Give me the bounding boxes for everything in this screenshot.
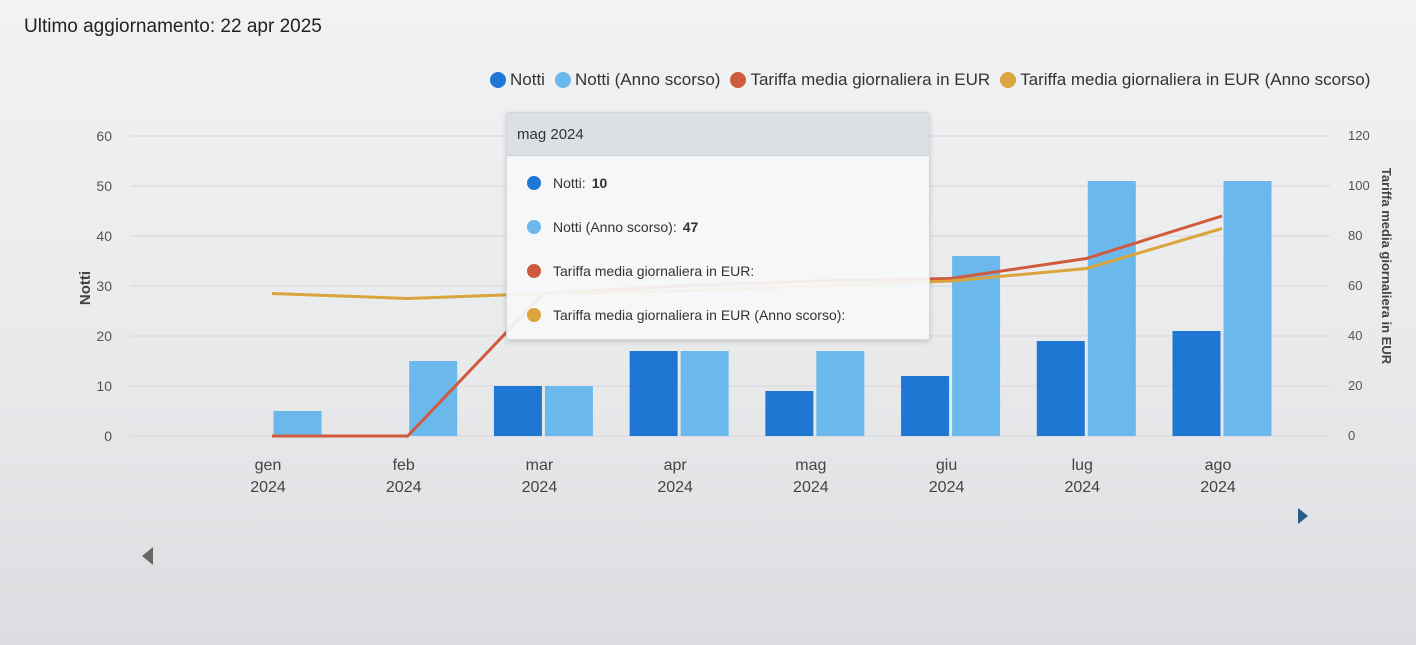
y-left-tick-label: 40 xyxy=(96,228,112,244)
y-left-tick-label: 20 xyxy=(96,328,112,344)
tooltip-dot-icon xyxy=(527,176,541,190)
scroll-left-arrow-icon[interactable] xyxy=(142,547,153,565)
x-tick-label-month: mar xyxy=(526,457,554,474)
tooltip-row-notti-anno-scorso: Notti (Anno scorso): 47 xyxy=(527,219,698,235)
tooltip-title: mag 2024 xyxy=(507,113,929,156)
x-tick-label-month: giu xyxy=(936,457,957,474)
legend-label: Notti xyxy=(510,70,545,89)
y-right-tick-label: 40 xyxy=(1348,328,1362,343)
legend-label: Tariffa media giornaliera in EUR xyxy=(750,70,991,89)
tooltip-value: 10 xyxy=(591,175,608,191)
y-left-tick-label: 60 xyxy=(96,128,112,144)
chart-tooltip: mag 2024 Notti: 10 Notti (Anno scorso): 47… xyxy=(506,112,930,340)
y-right-tick-label: 60 xyxy=(1348,278,1362,293)
legend-label: Tariffa media giornaliera in EUR (Anno s… xyxy=(1020,70,1371,89)
x-tick-label-year: 2024 xyxy=(250,479,286,496)
legend-item-tariffa-anno-scorso[interactable]: Tariffa media giornaliera in EUR (Anno s… xyxy=(1000,70,1370,90)
tooltip-label: Notti (Anno scorso): xyxy=(553,219,677,235)
y-right-tick-label: 100 xyxy=(1348,178,1370,193)
tooltip-label: Tariffa media giornaliera in EUR (Anno s… xyxy=(553,307,846,323)
y-left-tick-label: 0 xyxy=(104,428,112,444)
legend-dot-icon xyxy=(490,72,506,88)
tooltip-row-notti: Notti: 10 xyxy=(527,175,607,191)
tooltip-label: Tariffa media giornaliera in EUR: xyxy=(553,263,755,279)
y-right-axis-title: Tariffa media giornaliera in EUR xyxy=(1379,168,1394,365)
y-left-tick-label: 10 xyxy=(96,378,112,394)
x-tick-label-month: apr xyxy=(664,457,688,474)
x-tick-label-month: feb xyxy=(393,457,415,474)
tooltip-dot-icon xyxy=(527,264,541,278)
bar-notti-anno-scorso xyxy=(1087,181,1136,436)
legend-dot-icon xyxy=(554,72,571,88)
bar-notti-anno-scorso xyxy=(680,351,729,436)
y-left-tick-label: 50 xyxy=(96,178,112,194)
x-tick-label-month: mag xyxy=(795,457,826,474)
legend-item-notti[interactable]: Notti xyxy=(490,70,545,90)
x-tick-label-month: lug xyxy=(1072,457,1093,474)
legend-item-tariffa[interactable]: Tariffa media giornaliera in EUR xyxy=(730,70,990,90)
tooltip-value: 47 xyxy=(682,219,699,235)
bar-notti xyxy=(1036,341,1085,436)
bar-notti xyxy=(493,386,542,436)
x-tick-label-year: 2024 xyxy=(522,479,558,496)
x-tick-label-year: 2024 xyxy=(386,479,422,496)
legend-dot-icon xyxy=(1000,72,1017,88)
x-tick-label-year: 2024 xyxy=(657,479,693,496)
y-right-tick-label: 20 xyxy=(1348,378,1362,393)
bar-notti xyxy=(901,376,950,436)
tooltip-row-tariffa: Tariffa media giornaliera in EUR: xyxy=(527,263,760,279)
bar-notti xyxy=(1172,331,1221,436)
y-right-tick-label: 120 xyxy=(1348,128,1370,143)
legend-label: Notti (Anno scorso) xyxy=(574,70,721,89)
y-right-tick-label: 80 xyxy=(1348,228,1362,243)
bar-notti-anno-scorso xyxy=(409,361,458,436)
chart-legend: Notti Notti (Anno scorso) Tariffa media … xyxy=(490,70,1370,90)
bar-notti-anno-scorso xyxy=(952,256,1001,436)
x-tick-label-year: 2024 xyxy=(1200,479,1236,496)
y-right-tick-label: 0 xyxy=(1348,428,1355,443)
bar-notti-anno-scorso xyxy=(273,411,322,436)
tooltip-dot-icon xyxy=(527,308,541,322)
bar-notti-anno-scorso xyxy=(1223,181,1272,436)
x-tick-label-month: gen xyxy=(255,457,282,474)
x-tick-label-year: 2024 xyxy=(793,479,829,496)
tooltip-dot-icon xyxy=(527,220,541,234)
x-tick-label-month: ago xyxy=(1205,457,1232,474)
bar-notti xyxy=(629,351,678,436)
x-tick-label-year: 2024 xyxy=(929,479,965,496)
y-left-tick-label: 30 xyxy=(96,278,112,294)
scroll-right-arrow-icon[interactable] xyxy=(1298,508,1308,524)
legend-dot-icon xyxy=(730,72,747,88)
y-left-axis-title: Notti xyxy=(77,271,94,305)
bar-notti-anno-scorso xyxy=(544,386,593,436)
tooltip-label: Notti: xyxy=(553,175,586,191)
legend-item-notti-anno-scorso[interactable]: Notti (Anno scorso) xyxy=(554,70,721,90)
x-tick-label-year: 2024 xyxy=(1064,479,1100,496)
tooltip-row-tariffa-anno-scorso: Tariffa media giornaliera in EUR (Anno s… xyxy=(527,307,851,323)
last-updated-text: Ultimo aggiornamento: 22 apr 2025 xyxy=(24,16,322,37)
bar-notti xyxy=(765,391,814,436)
bar-notti-anno-scorso xyxy=(816,351,865,436)
